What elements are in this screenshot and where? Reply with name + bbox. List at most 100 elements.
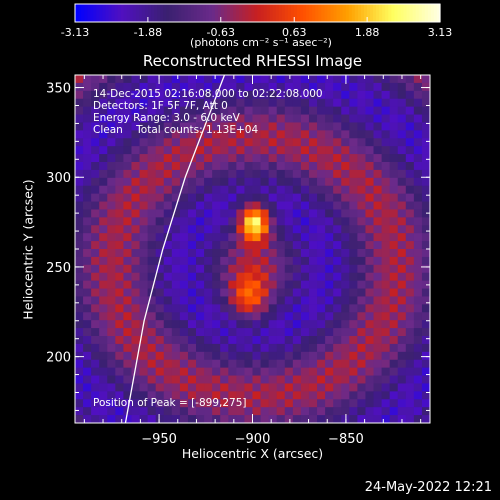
heatmap-cell (115, 304, 124, 313)
heatmap-cell (228, 209, 237, 218)
heatmap-cell (139, 114, 149, 123)
heatmap-cell (244, 249, 253, 258)
heatmap-cell (107, 415, 116, 423)
heatmap-cell (244, 383, 253, 392)
heatmap-cell (83, 217, 92, 226)
heatmap-cell (107, 193, 116, 203)
heatmap-cell (341, 114, 350, 123)
heatmap-cell (115, 217, 124, 226)
heatmap-cell (317, 336, 326, 345)
heatmap-cell (187, 304, 197, 313)
heatmap-cell (163, 367, 173, 377)
heatmap-cell (260, 122, 270, 131)
heatmap-cell (212, 264, 221, 274)
heatmap-cell (373, 407, 383, 416)
heatmap-cell (107, 90, 116, 100)
heatmap-cell (365, 328, 375, 337)
heatmap-cell (99, 280, 108, 290)
heatmap-cell (413, 336, 423, 345)
heatmap-cell (284, 351, 294, 361)
heatmap-cell (365, 375, 375, 384)
heatmap-cell (252, 146, 262, 155)
heatmap-cell (244, 90, 253, 100)
heatmap-cell (365, 82, 375, 92)
heatmap-cell (204, 122, 213, 131)
heatmap-cell (75, 272, 84, 282)
heatmap-cell (308, 415, 318, 423)
colorbar-segment (105, 4, 110, 22)
heatmap-cell (349, 249, 358, 258)
heatmap-cell (187, 351, 197, 361)
heatmap-cell (91, 169, 100, 179)
heatmap-cell (276, 256, 286, 266)
heatmap-cell (131, 312, 141, 321)
heatmap-cell (284, 106, 294, 116)
heatmap-cell (284, 217, 294, 226)
heatmap-cell (123, 336, 132, 345)
heatmap-cell (83, 375, 92, 384)
heatmap-cell (325, 391, 334, 400)
heatmap-cell (308, 375, 318, 384)
heatmap-cell (244, 304, 253, 313)
heatmap-cell (389, 249, 399, 258)
heatmap-cell (123, 343, 132, 353)
heatmap-cell (204, 233, 213, 242)
heatmap-cell (381, 130, 391, 139)
heatmap-cell (171, 90, 181, 100)
heatmap-cell (341, 185, 350, 195)
heatmap-cell (284, 296, 294, 305)
heatmap-cell (381, 138, 391, 147)
heatmap-cell (236, 304, 245, 313)
heatmap-cell (381, 193, 391, 203)
heatmap-cell (171, 296, 181, 305)
heatmap-cell (236, 162, 245, 171)
heatmap-cell (308, 399, 318, 408)
heatmap-cell (357, 312, 366, 321)
heatmap-cell (421, 154, 430, 163)
heatmap-cell (139, 328, 149, 337)
heatmap-cell (155, 241, 165, 250)
heatmap-cell (75, 98, 84, 108)
heatmap-cell (333, 264, 342, 274)
heatmap-cell (317, 154, 326, 163)
heatmap-cell (187, 336, 197, 345)
heatmap-cell (75, 312, 84, 321)
heatmap-cell (357, 185, 366, 195)
heatmap-cell (252, 304, 262, 313)
heatmap-cell (413, 146, 423, 155)
heatmap-cell (413, 177, 423, 187)
heatmap-cell (139, 304, 149, 313)
heatmap-cell (179, 296, 189, 305)
heatmap-cell (220, 367, 229, 377)
colorbar-tick-label: -0.63 (207, 26, 235, 39)
heatmap-cell (204, 177, 213, 187)
heatmap-cell (115, 98, 124, 108)
heatmap-cell (83, 328, 92, 337)
heatmap-cell (155, 98, 165, 108)
heatmap-cell (123, 375, 132, 384)
heatmap-cell (260, 415, 270, 423)
heatmap-cell (397, 312, 407, 321)
heatmap-cell (389, 264, 399, 274)
heatmap-cell (333, 185, 342, 195)
heatmap-cell (308, 209, 318, 218)
heatmap-cell (317, 98, 326, 108)
colorbar-segment (157, 4, 161, 22)
heatmap-cell (115, 82, 124, 92)
heatmap-cell (99, 304, 108, 313)
heatmap-cell (268, 304, 278, 313)
heatmap-cell (276, 90, 286, 100)
heatmap-cell (228, 122, 237, 131)
heatmap-cell (252, 391, 262, 400)
heatmap-cell (171, 351, 181, 361)
heatmap-cell (381, 264, 391, 274)
heatmap-cell (204, 399, 213, 408)
heatmap-cell (268, 209, 278, 218)
annotation-energy: Energy Range: 3.0 - 6.0 keV (93, 112, 240, 124)
heatmap-cell (365, 217, 375, 226)
colorbar-segment (294, 4, 298, 22)
heatmap-cell (212, 185, 221, 195)
heatmap-cell (212, 225, 221, 234)
heatmap-cell (260, 304, 270, 313)
heatmap-cell (171, 328, 181, 337)
